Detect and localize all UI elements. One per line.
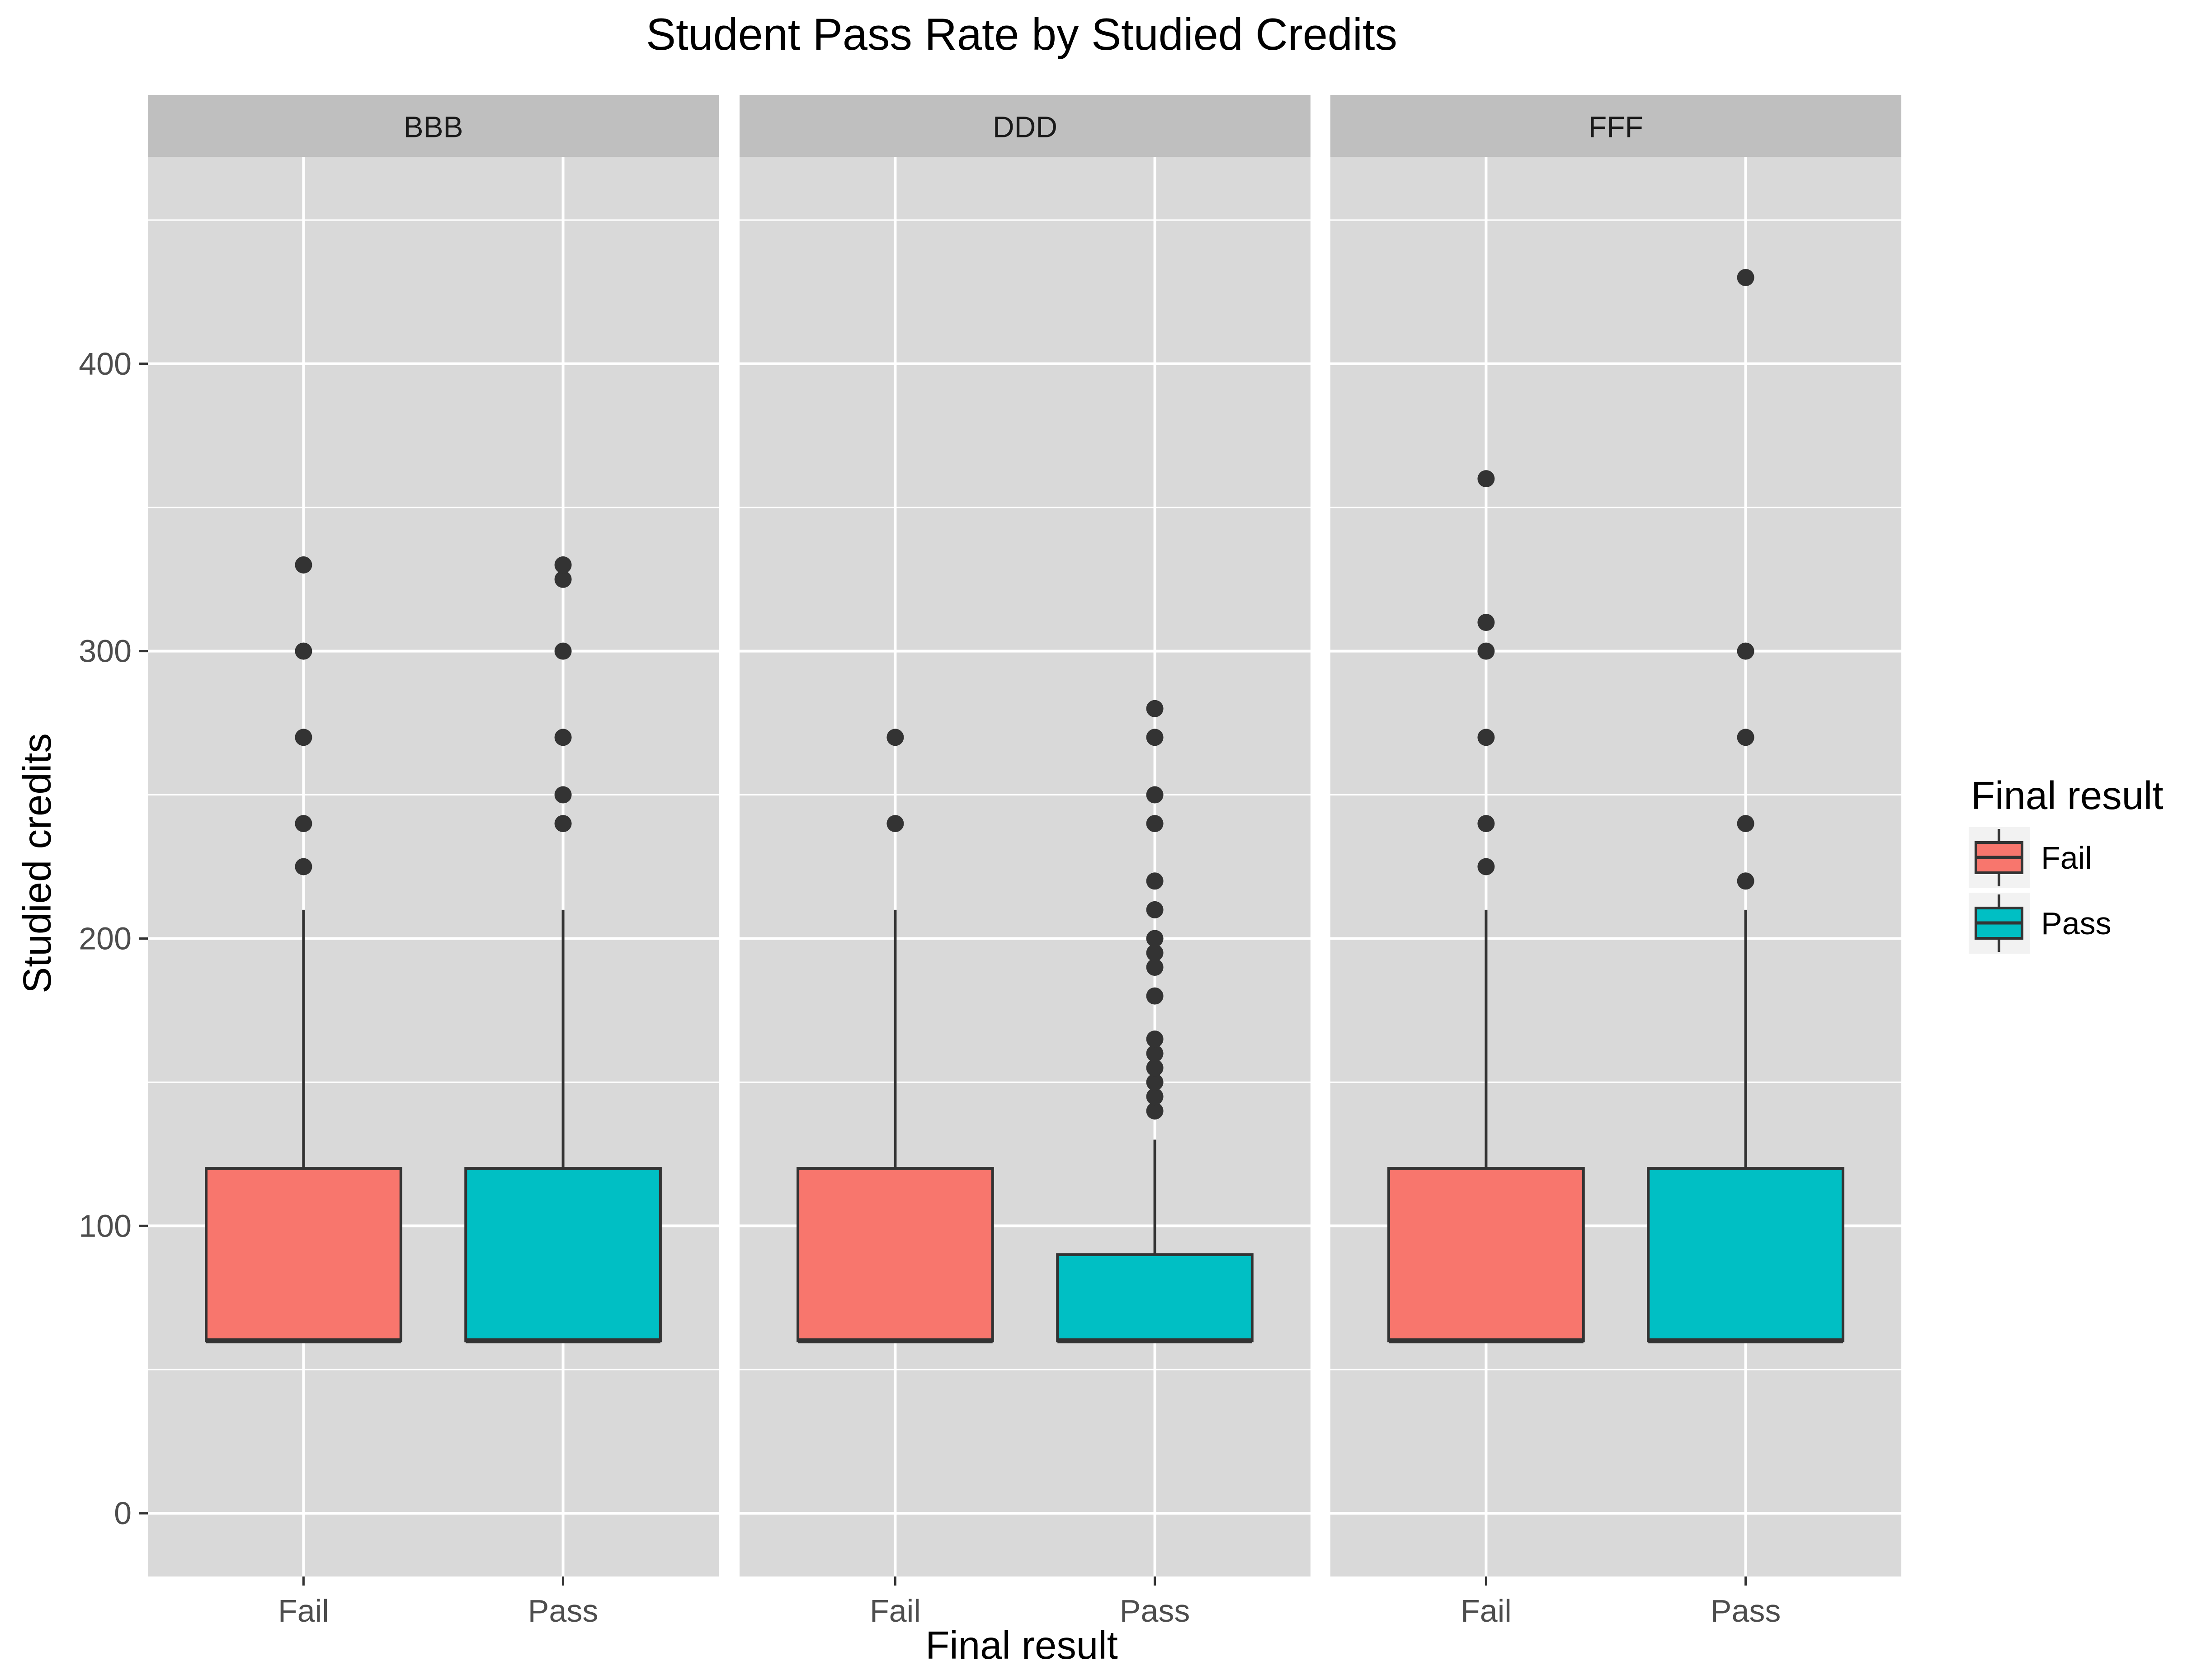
panel-background [1330,157,1901,1576]
facet-panel-ddd: DDD Fail Pass [740,95,1310,1628]
outlier-point [1477,729,1495,746]
box-bbb-pass [464,556,662,1344]
outlier-point [554,729,572,746]
legend-key-fail [1969,827,2030,888]
legend-key-pass [1969,893,2030,954]
box-body [205,1167,402,1342]
x-tick-label: Pass [528,1593,599,1628]
outlier-point [295,815,312,833]
box-ddd-fail [797,729,994,1344]
outlier-point [554,786,572,804]
x-tick-label: Fail [870,1593,921,1628]
outlier-point [1146,729,1164,746]
outlier-point [886,815,904,833]
outlier-point [1737,269,1754,287]
facet-strip-label: BBB [403,110,463,144]
outlier-point [1146,959,1164,976]
facet-strip-label: FFF [1589,110,1643,144]
outlier-point [1146,944,1164,962]
box-body [1387,1167,1585,1342]
facet-panel-bbb: BBB Fail Pass [148,95,719,1628]
box-body [1647,1167,1844,1342]
y-axis-title: Studied credits [15,733,59,993]
box-ddd-pass [1056,700,1254,1344]
outlier-point [1477,815,1495,833]
outlier-point [1146,901,1164,918]
outlier-point [1737,815,1754,833]
legend-title: Final result [1971,774,2163,818]
chart-title: Student Pass Rate by Studied Credits [646,9,1397,59]
outlier-point [1477,642,1495,660]
y-tick-label: 0 [114,1496,132,1531]
legend-label-fail: Fail [2041,840,2092,875]
box-body [464,1167,662,1342]
outlier-point [1477,614,1495,631]
y-tick-label: 300 [79,634,132,669]
outlier-point [1146,987,1164,1005]
box-body [1056,1253,1254,1342]
outlier-point [1737,729,1754,746]
y-tick-label: 100 [79,1208,132,1243]
outlier-point [1737,872,1754,890]
x-tick-label: Pass [1711,1593,1781,1628]
facet-strip [1330,95,1901,157]
outlier-point [295,729,312,746]
legend: Final result Fail Pass [1969,774,2163,954]
y-tick-label: 400 [79,346,132,381]
facet-panel-fff: FFF Fail Pass [1330,95,1901,1628]
outlier-point [1146,1059,1164,1077]
outlier-point [554,642,572,660]
outlier-point [295,556,312,574]
facet-strip [148,95,719,157]
y-axis: 0 100 200 300 400 [79,346,148,1531]
outlier-point [1146,700,1164,717]
outlier-point [1146,815,1164,833]
outlier-point [1146,1102,1164,1120]
outlier-point [1146,1073,1164,1091]
facet-panels: BBB Fail Pass DDD Fail Pass FFF Fail Pass [148,95,1901,1628]
outlier-point [554,556,572,574]
outlier-point [1477,470,1495,488]
facet-strip-label: DDD [993,110,1057,144]
y-tick-label: 200 [79,921,132,956]
outlier-point [1146,1088,1164,1106]
box-body [797,1167,994,1342]
box-fff-pass [1647,269,1844,1344]
x-tick-label: Fail [278,1593,329,1628]
outlier-point [554,815,572,833]
legend-label-pass: Pass [2041,906,2112,941]
outlier-point [1146,1045,1164,1062]
x-tick-label: Pass [1120,1593,1190,1628]
panel-background [148,157,719,1576]
outlier-point [295,858,312,875]
outlier-point [295,642,312,660]
facet-strip [740,95,1310,157]
outlier-point [1146,786,1164,804]
panel-background [740,157,1310,1576]
box-fff-fail [1387,470,1585,1344]
outlier-point [886,729,904,746]
outlier-point [1477,858,1495,875]
outlier-point [1146,872,1164,890]
x-tick-label: Fail [1461,1593,1512,1628]
outlier-point [554,570,572,588]
box-bbb-fail [205,556,402,1344]
outlier-point [1146,1030,1164,1048]
outlier-point [1146,930,1164,947]
outlier-point [1737,642,1754,660]
x-axis-title: Final result [925,1624,1117,1667]
